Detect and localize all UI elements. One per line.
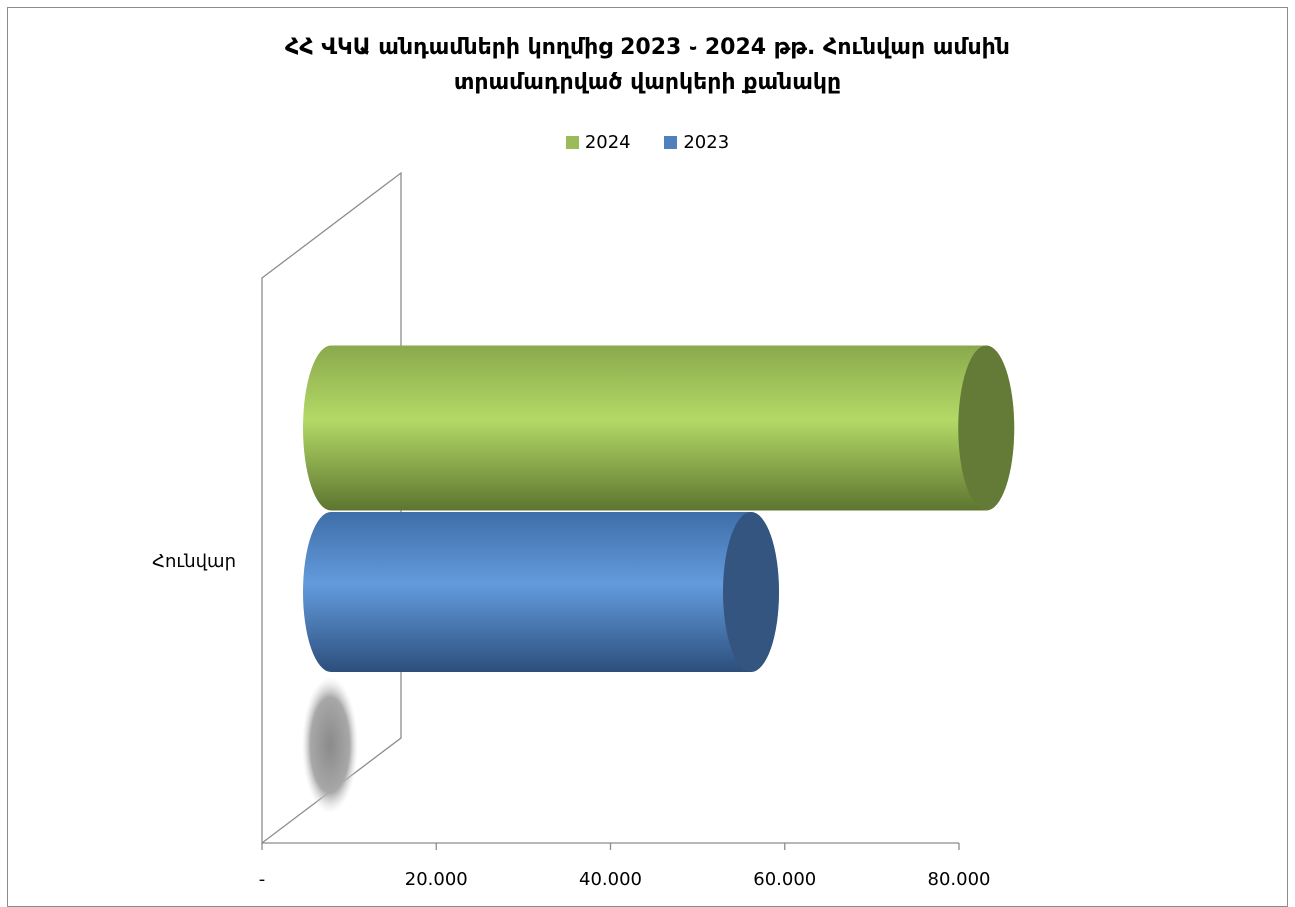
x-tick-label: 20.000 xyxy=(405,869,468,890)
chart-title-line-2: տրամադրված վարկերի քանակը xyxy=(453,70,842,95)
bar-2023 xyxy=(303,512,779,672)
legend-item-2024: 2024 xyxy=(565,131,631,153)
bar-2024-cap xyxy=(958,345,1015,511)
x-tick-label: 80.000 xyxy=(928,869,991,890)
legend-label-2023: 2023 xyxy=(683,131,730,153)
chart-title-line-1: ՀՀ ՎԿԱ անդամների կողմից 2023 ֊ 2024 թթ. … xyxy=(285,35,1010,60)
chart-title: ՀՀ ՎԿԱ անդամների կողմից 2023 ֊ 2024 թթ. … xyxy=(0,30,1295,100)
x-tick-label: 60.000 xyxy=(753,869,816,890)
x-tick-label: - xyxy=(259,869,266,890)
category-label: Հունվար xyxy=(152,551,236,572)
legend-label-2024: 2024 xyxy=(584,131,631,153)
chart-back-wall xyxy=(261,171,402,845)
bars-group xyxy=(303,345,1015,672)
x-axis-ticks: - 20.000 40.000 60.000 80.000 xyxy=(259,843,991,890)
chart-legend: 2024 2023 xyxy=(0,131,1295,153)
legend-swatch-2024 xyxy=(565,135,579,149)
x-tick-label: 40.000 xyxy=(579,869,642,890)
bar-2023-body xyxy=(303,512,779,672)
legend-swatch-2023 xyxy=(664,135,678,149)
bar-2023-cap xyxy=(722,512,779,672)
bar-2024 xyxy=(303,345,1015,511)
cylinder-floor-shadow xyxy=(302,677,358,813)
legend-item-2023: 2023 xyxy=(664,132,729,153)
bar-2024-body xyxy=(303,345,1015,511)
